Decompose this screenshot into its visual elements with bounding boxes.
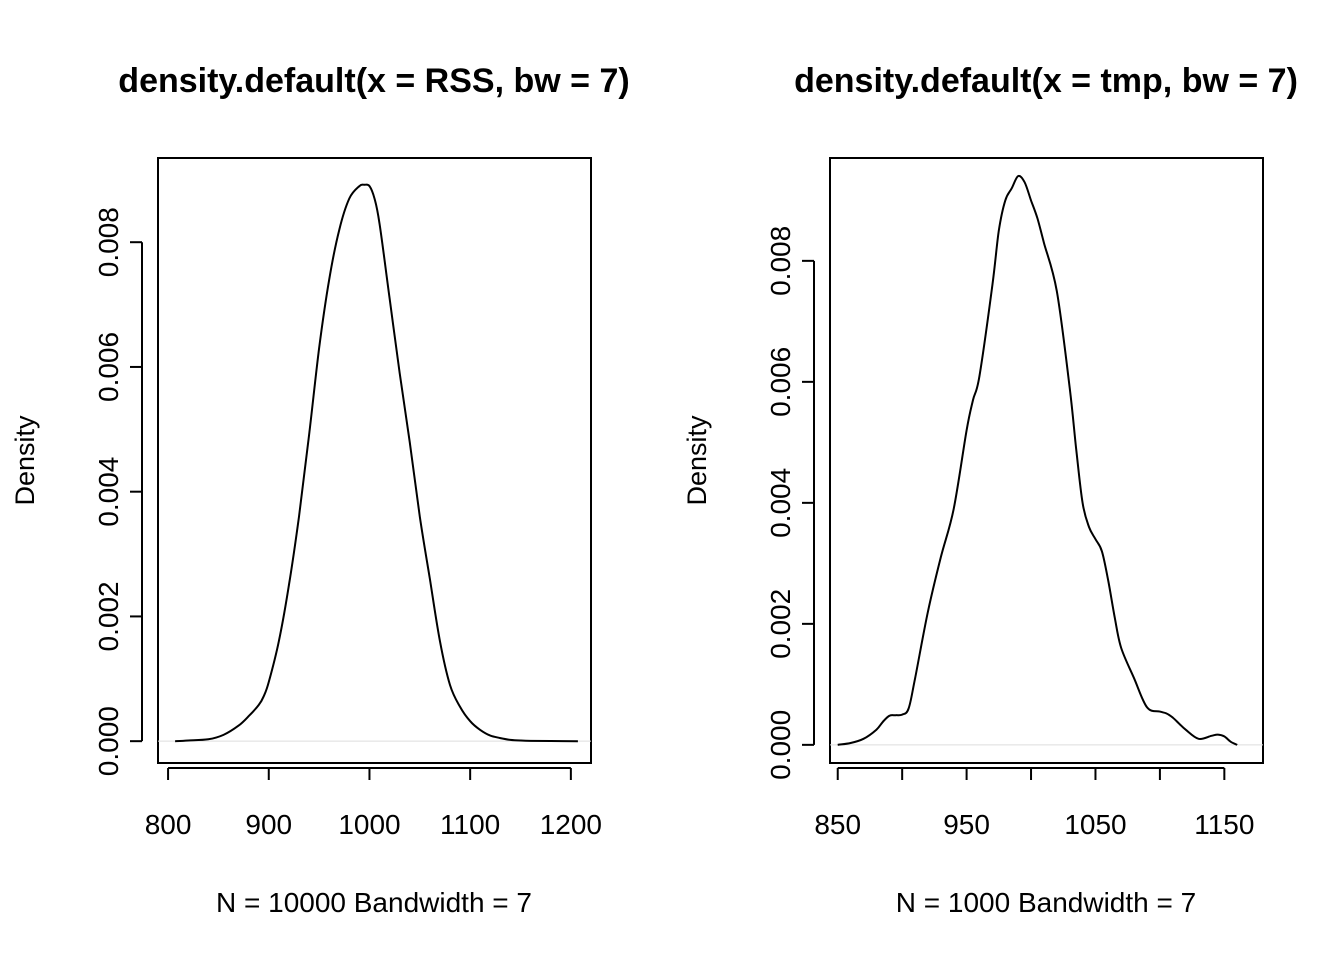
x-tick-label: 1000: [338, 809, 400, 840]
y-tick-label: 0.006: [765, 347, 796, 417]
density-panel-2: density.default(x = tmp, bw = 7) 850 950 10…: [682, 62, 1298, 918]
x-tick-label: 950: [943, 809, 990, 840]
density-curve: [837, 174, 1238, 746]
density-curve: [175, 183, 578, 743]
y-tick-label: 0.000: [93, 706, 124, 776]
y-tick-label: 0.004: [93, 457, 124, 527]
density-panel-1: density.default(x = RSS, bw = 7) 800 900 10…: [10, 62, 630, 918]
y-tick-label: 0.004: [765, 468, 796, 538]
x-tick-label: 850: [814, 809, 861, 840]
y-tick-label: 0.000: [765, 710, 796, 780]
y-tick-label: 0.006: [93, 332, 124, 402]
x-tick-label: 800: [145, 809, 192, 840]
x-axis-label: N = 10000 Bandwidth = 7: [216, 887, 532, 918]
y-tick-label: 0.002: [765, 589, 796, 659]
y-axis-label: Density: [682, 415, 712, 506]
x-tick-label: 1200: [540, 809, 602, 840]
plot-frame: [157, 157, 592, 764]
y-tick-label: 0.008: [765, 226, 796, 296]
y-axis-label: Density: [10, 415, 40, 506]
x-axis-label: N = 1000 Bandwidth = 7: [896, 887, 1196, 918]
chart-title: density.default(x = RSS, bw = 7): [118, 62, 629, 100]
x-tick-label: 900: [245, 809, 292, 840]
chart-title: density.default(x = tmp, bw = 7): [794, 62, 1298, 100]
plot-frame: [829, 157, 1264, 764]
y-tick-label: 0.002: [93, 581, 124, 651]
x-tick-label: 1100: [440, 809, 500, 840]
x-tick-label: 1050: [1064, 809, 1126, 840]
y-tick-label: 0.008: [93, 207, 124, 277]
x-tick-label: 1150: [1194, 809, 1254, 840]
